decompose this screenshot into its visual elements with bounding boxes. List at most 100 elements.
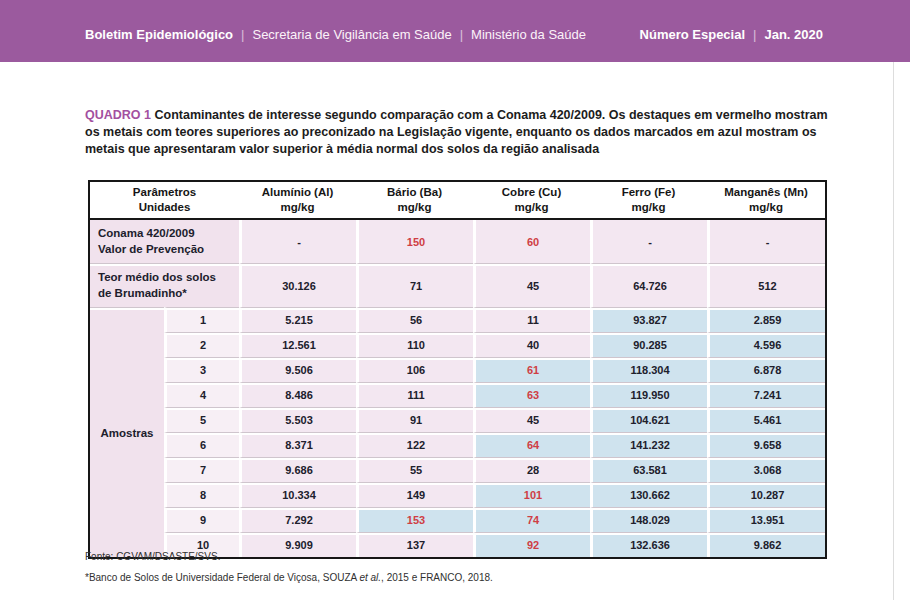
table-cell: 9.909 [239,532,356,557]
header-text: Manganês (Mn) [724,186,808,198]
contaminants-table: Parâmetros Unidades Alumínio (Al) mg/kg … [88,180,827,559]
banner-item-ministerio: Ministério da Saúde [471,27,586,42]
header-text: Unidades [139,201,191,213]
table-cell: 63 [473,382,590,407]
separator: | [745,27,764,42]
header-text: Parâmetros [133,186,196,198]
table-cell: 153 [356,507,473,532]
table-cell: 9.862 [707,532,825,557]
table-row: 810.334149101130.66210.287 [90,482,825,507]
row-label: Teor médio dos solosde Brumadinho* [90,263,239,307]
table-cell: 45 [473,263,590,307]
header-text: Alumínio (Al) [262,186,334,198]
table-cell: 7.241 [707,382,825,407]
header-unit: mg/kg [398,201,432,213]
table-cell: 118.304 [590,357,707,382]
table-cell: 3.068 [707,457,825,482]
row-label: Conama 420/2009Valor de Prevenção [90,220,239,263]
table-cell: 61 [473,357,590,382]
table-cell: 10.334 [239,482,356,507]
header-aluminio: Alumínio (Al) mg/kg [239,182,356,220]
table-cell: 30.126 [239,263,356,307]
table-cell: 141.232 [590,432,707,457]
footnote-prefix: *Banco de Solos de Universidade Federal … [85,572,359,583]
source-note: Fonte: CGVAM/DSASTE/SVS. [85,551,220,562]
table-cell: 28 [473,457,590,482]
header-unit: mg/kg [515,201,549,213]
table-cell: 55 [356,457,473,482]
table-cell: 40 [473,332,590,357]
table-row: 79.686552863.5813.068 [90,457,825,482]
table-cell: 110 [356,332,473,357]
table-cell: 56 [356,307,473,332]
table-row: Conama 420/2009Valor de Prevenção-15060-… [90,220,825,263]
amostras-group-label: Amostras [90,307,164,557]
sample-number: 1 [164,307,239,332]
header-ferro: Ferro (Fe) mg/kg [590,182,707,220]
sample-number: 6 [164,432,239,457]
header-unit: mg/kg [632,201,666,213]
table-cell: 111 [356,382,473,407]
sample-number: 5 [164,407,239,432]
sample-number: 2 [164,332,239,357]
table-row: Amostras15.215561193.8272.859 [90,307,825,332]
table-row: 212.5611104090.2854.596 [90,332,825,357]
table-cell: 512 [707,263,825,307]
quadro-label: QUADRO 1 [85,108,151,122]
issue-label: Número Especial [640,27,746,42]
table-cell: 137 [356,532,473,557]
header-cobre: Cobre (Cu) mg/kg [473,182,590,220]
banner-item-secretaria: Secretaria de Vigilância em Saúde [252,27,451,42]
issue-date: Jan. 2020 [764,27,823,42]
table-cell: 45 [473,407,590,432]
caption-text: Contaminantes de interesse segundo compa… [85,108,828,156]
table-cell: 4.596 [707,332,825,357]
table-cell: 106 [356,357,473,382]
separator: | [452,27,471,42]
sample-number: 8 [164,482,239,507]
header-bario: Bário (Ba) mg/kg [356,182,473,220]
table-cell: 60 [473,220,590,263]
table-row: 48.48611163119.9507.241 [90,382,825,407]
header-manganes: Manganês (Mn) mg/kg [707,182,825,220]
banner-right-text: Número Especial|Jan. 2020 [640,27,823,42]
separator: | [233,27,252,42]
table-cell: - [707,220,825,263]
footnote-italic: et al. [359,572,381,583]
table-cell: 93.827 [590,307,707,332]
top-banner: Boletim Epidemiológico|Secretaria de Vig… [0,0,910,62]
sample-number: 7 [164,457,239,482]
table-cell: 132.636 [590,532,707,557]
footnote-suffix: , 2015 e FRANCO, 2018. [381,572,493,583]
table-cell: 2.859 [707,307,825,332]
banner-left-text: Boletim Epidemiológico|Secretaria de Vig… [85,27,586,42]
table-cell: 148.029 [590,507,707,532]
table-cell: 8.486 [239,382,356,407]
table-cell: 71 [356,263,473,307]
table-cell: 130.662 [590,482,707,507]
header-text: Cobre (Cu) [502,186,561,198]
header-parametros-unidades: Parâmetros Unidades [90,182,239,220]
page-edge-line [893,62,894,600]
table-cell: 8.371 [239,432,356,457]
bulletin-title: Boletim Epidemiológico [85,27,233,42]
data-table-container: Parâmetros Unidades Alumínio (Al) mg/kg … [88,180,827,559]
table-body: Conama 420/2009Valor de Prevenção-15060-… [90,220,825,557]
table-cell: 11 [473,307,590,332]
sample-number: 4 [164,382,239,407]
table-cell: 101 [473,482,590,507]
table-cell: 119.950 [590,382,707,407]
sample-number: 9 [164,507,239,532]
table-cell: 92 [473,532,590,557]
table-caption: QUADRO 1 Contaminantes de interesse segu… [85,107,843,158]
table-cell: 63.581 [590,457,707,482]
table-cell: 10.287 [707,482,825,507]
sample-number: 3 [164,357,239,382]
table-cell: 5.503 [239,407,356,432]
table-cell: - [590,220,707,263]
header-text: Bário (Ba) [387,186,442,198]
table-cell: 90.285 [590,332,707,357]
table-row: Teor médio dos solosde Brumadinho*30.126… [90,263,825,307]
table-cell: 74 [473,507,590,532]
table-cell: 5.215 [239,307,356,332]
